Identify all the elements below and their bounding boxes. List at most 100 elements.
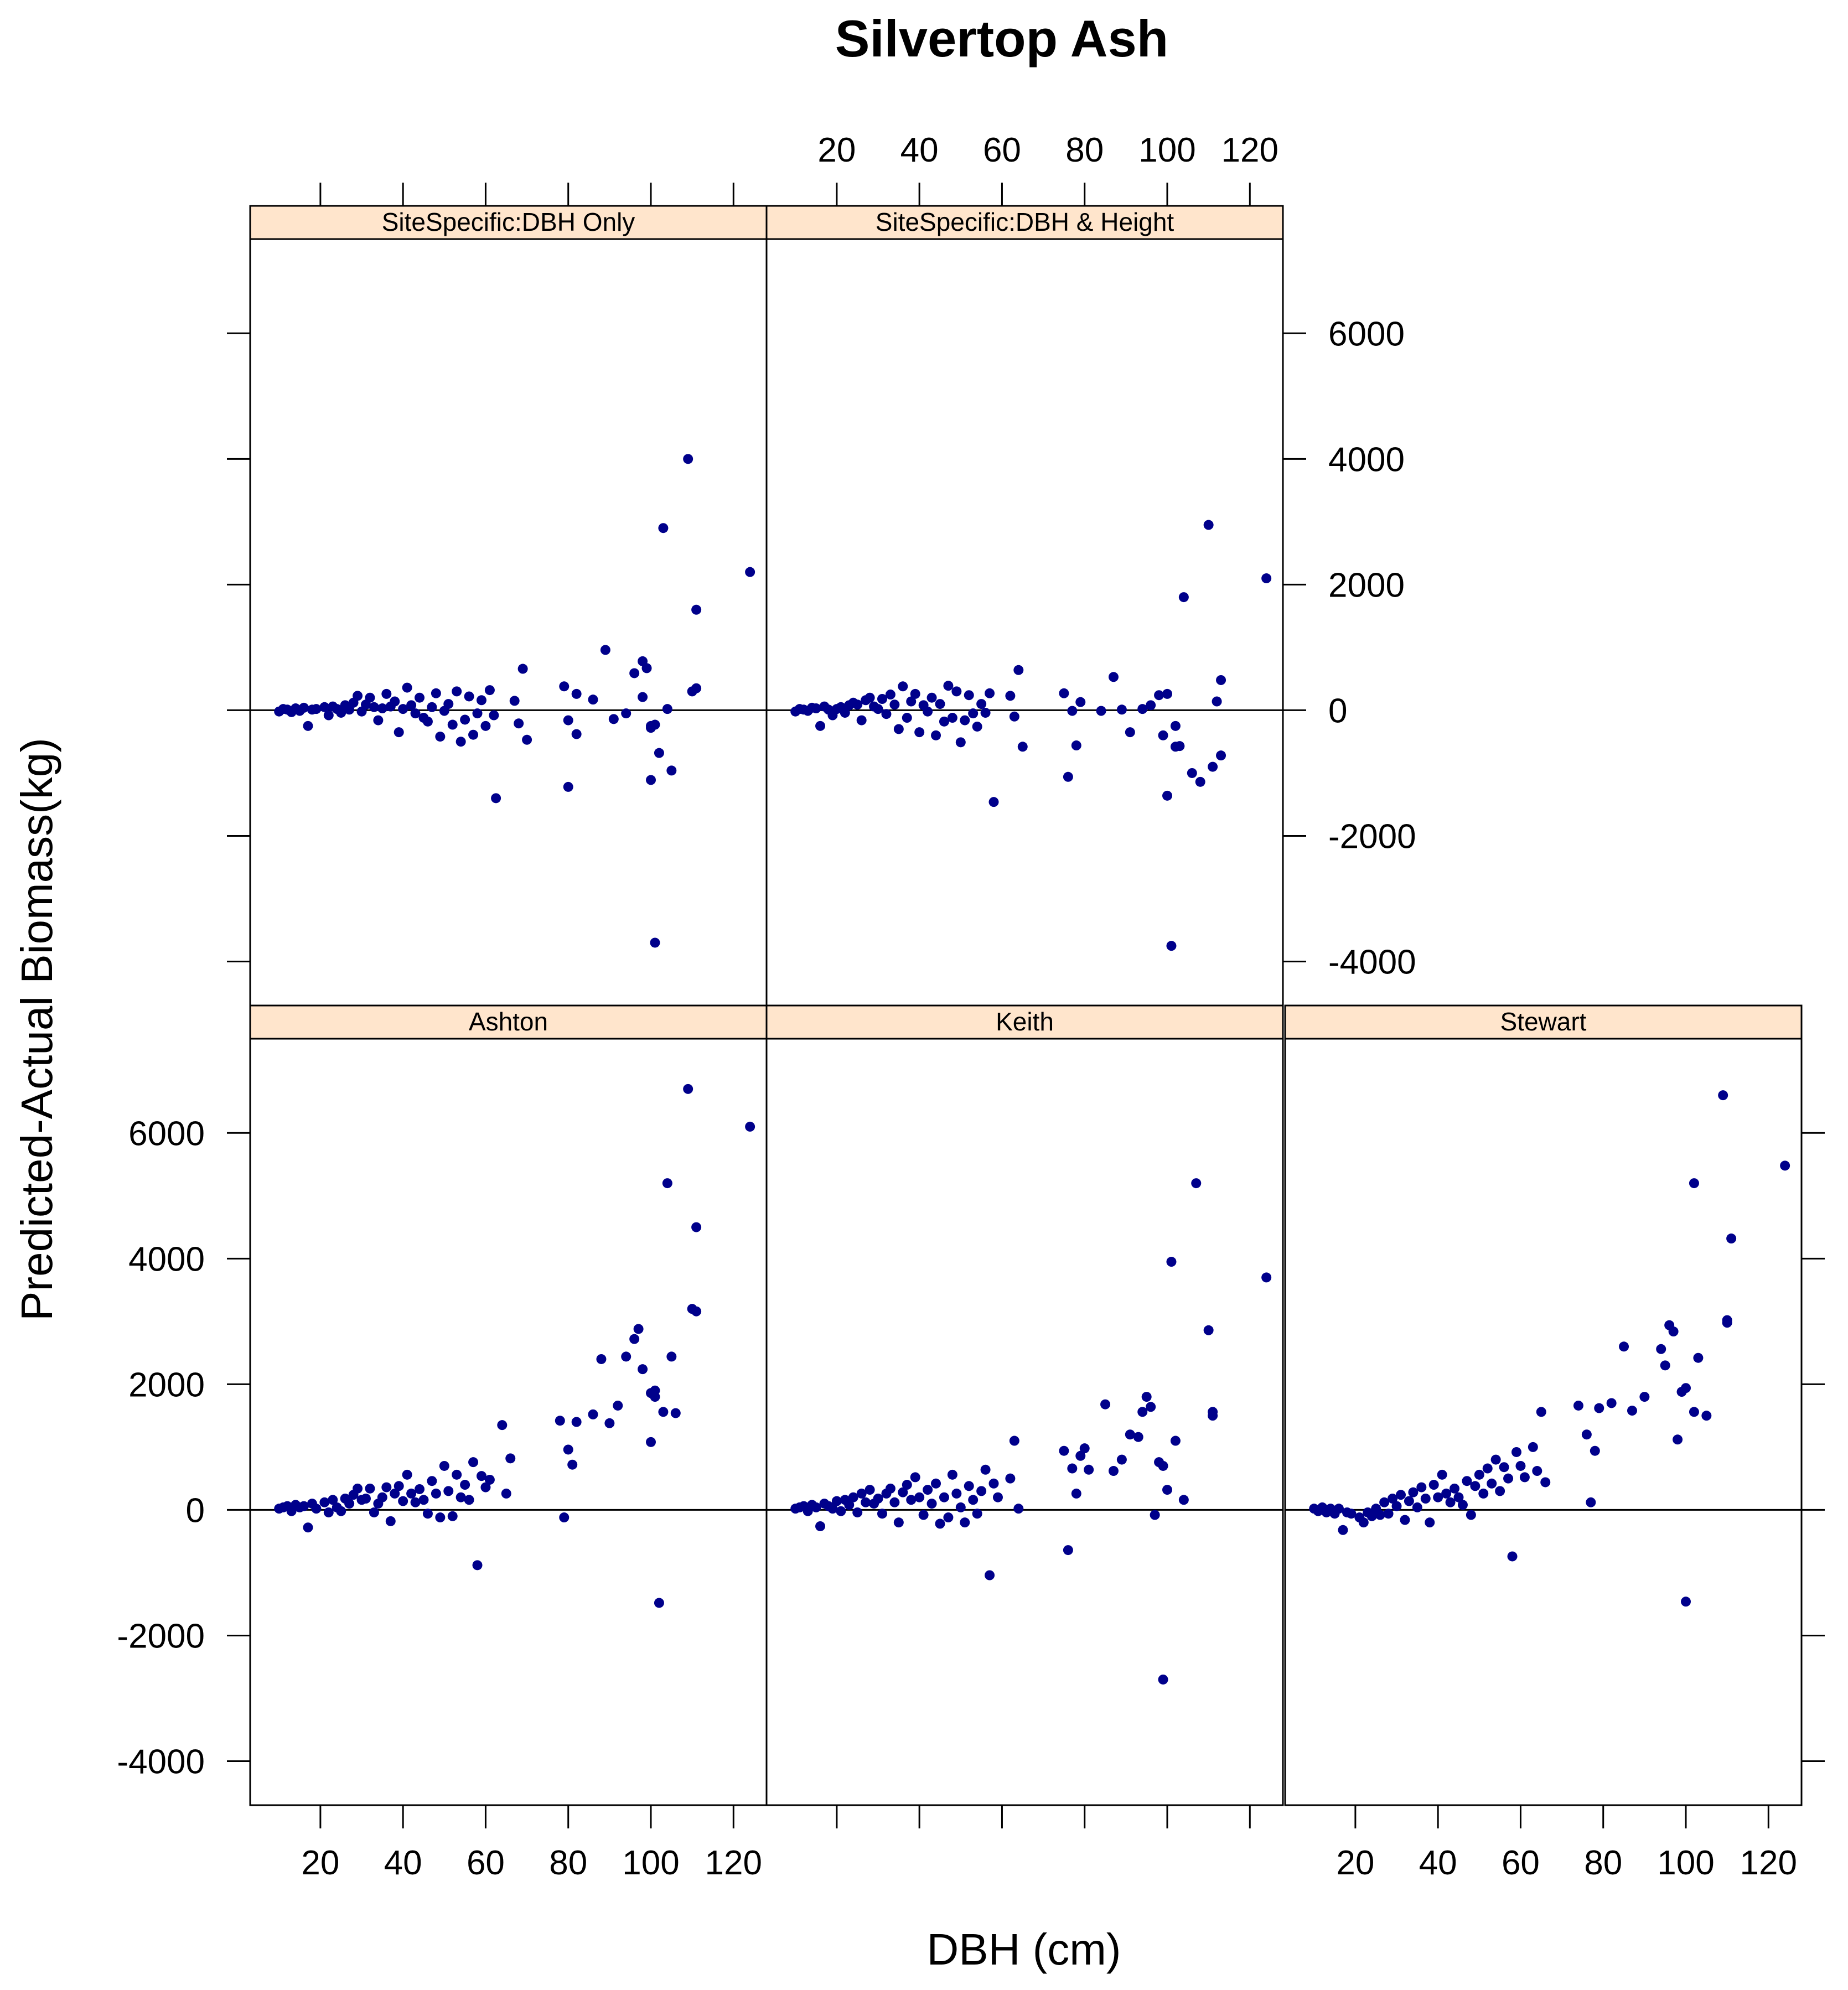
data-point — [1146, 1402, 1156, 1412]
data-point — [1071, 1488, 1081, 1499]
data-point — [1379, 1497, 1390, 1507]
data-point — [1515, 1460, 1526, 1471]
data-point — [390, 696, 400, 707]
data-point — [514, 718, 524, 729]
data-point — [968, 708, 979, 719]
data-point — [1084, 1464, 1094, 1475]
panel-strip — [249, 1004, 768, 1040]
data-point — [889, 699, 900, 710]
x-tick-label: 40 — [1419, 1844, 1457, 1882]
data-point — [1071, 740, 1081, 751]
data-point — [852, 699, 863, 710]
data-point — [489, 710, 499, 721]
panel-frame — [1284, 1038, 1803, 1806]
data-point — [491, 793, 501, 804]
panel-4: Stewart 20 40 60 80 100 120 — [1284, 1004, 1825, 1882]
data-point — [947, 713, 957, 723]
data-point — [1178, 592, 1189, 603]
data-point — [1158, 1460, 1168, 1471]
y-tick-label: 6000 — [128, 1115, 205, 1153]
data-point — [1490, 1454, 1501, 1465]
data-point — [464, 691, 474, 702]
data-point — [402, 682, 412, 693]
panel-1: SiteSpecific:DBH & Height 20 40 60 80 100 120 -… — [765, 131, 1416, 1007]
data-point — [926, 692, 937, 703]
data-point — [836, 1506, 846, 1516]
data-point — [646, 1437, 656, 1447]
data-point — [811, 703, 821, 714]
data-point — [691, 1222, 702, 1232]
data-point — [484, 685, 495, 696]
x-tick-label: 80 — [549, 1844, 587, 1882]
data-point — [988, 1478, 999, 1489]
panel-strip-label: SiteSpecific:DBH & Height — [876, 208, 1174, 236]
data-point — [955, 1502, 966, 1512]
data-point — [484, 1474, 495, 1485]
data-point — [1116, 704, 1127, 715]
data-point — [443, 699, 454, 709]
data-point — [522, 734, 532, 745]
panel-frame — [249, 238, 768, 1007]
data-point — [1208, 761, 1218, 772]
data-point — [683, 1084, 693, 1094]
y-tick-label: 6000 — [1328, 315, 1405, 353]
data-point — [972, 1509, 982, 1519]
data-point — [390, 1488, 400, 1499]
data-point — [480, 721, 491, 731]
panel-strip — [765, 1004, 1284, 1040]
data-point — [328, 1495, 338, 1505]
data-point — [840, 707, 850, 718]
data-point — [662, 704, 672, 714]
data-point — [856, 1488, 867, 1499]
data-point — [1606, 1398, 1617, 1408]
data-point — [1187, 768, 1197, 778]
data-point — [1466, 1510, 1476, 1520]
data-point — [323, 1507, 334, 1517]
data-point — [980, 707, 991, 718]
data-point — [893, 724, 904, 734]
data-point — [1137, 1407, 1148, 1417]
data-point — [1689, 1178, 1699, 1189]
data-point — [1482, 1463, 1493, 1474]
data-point — [1660, 1360, 1670, 1371]
data-point — [447, 1511, 458, 1521]
data-point — [1395, 1490, 1406, 1500]
data-point — [861, 1497, 871, 1507]
data-point — [344, 1499, 355, 1509]
data-point — [431, 688, 441, 698]
data-point — [951, 686, 962, 697]
data-point — [1495, 1486, 1505, 1496]
y-axis-label: Predicted-Actual Biomass(kg) — [12, 738, 61, 1321]
data-point — [336, 1506, 346, 1516]
data-point — [873, 1494, 883, 1504]
data-point — [745, 1121, 755, 1132]
data-point — [398, 1496, 408, 1506]
data-point — [1162, 688, 1173, 699]
data-point — [1005, 1473, 1016, 1484]
data-point — [410, 708, 421, 719]
data-point — [422, 716, 433, 727]
x-tick-label: 80 — [1065, 131, 1104, 169]
data-point — [654, 1598, 664, 1608]
data-point — [427, 1476, 437, 1486]
data-point — [650, 1385, 660, 1396]
data-point — [926, 1499, 937, 1509]
data-point — [848, 1492, 858, 1502]
x-tick-label: 120 — [1221, 131, 1278, 169]
data-point — [1366, 1511, 1377, 1521]
data-point — [968, 1495, 979, 1505]
data-point — [1457, 1500, 1468, 1510]
x-tick-label: 40 — [384, 1844, 422, 1882]
data-point — [976, 699, 987, 709]
x-tick-label: 60 — [467, 1844, 505, 1882]
data-point — [369, 702, 379, 712]
data-point — [455, 737, 466, 747]
y-tick-label: 0 — [186, 1491, 205, 1530]
data-point — [1005, 691, 1016, 701]
data-point — [1100, 1399, 1111, 1409]
data-point — [1346, 1509, 1357, 1519]
data-point — [1474, 1469, 1484, 1480]
data-point — [1701, 1411, 1712, 1421]
panel-0: SiteSpecific:DBH Only — [227, 183, 768, 1007]
data-point — [353, 1483, 363, 1494]
